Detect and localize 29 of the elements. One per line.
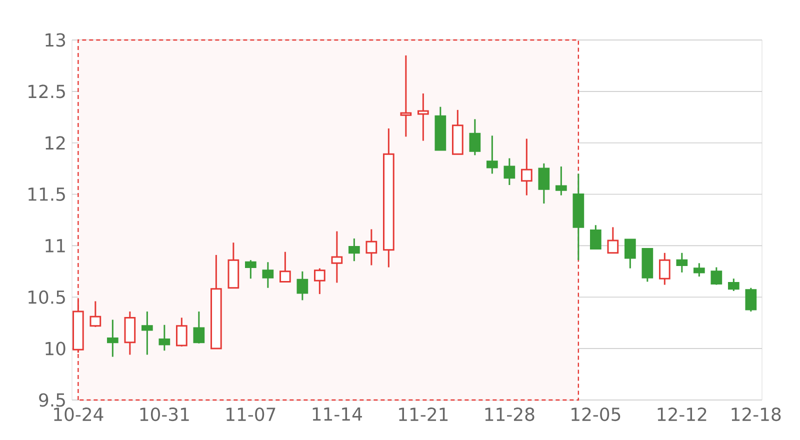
y-tick-label: 10 [46, 342, 66, 356]
x-tick-label: 11-21 [399, 408, 448, 421]
candlestick [572, 172, 584, 261]
candlestick [400, 54, 412, 138]
x-tick-label: 11-14 [312, 408, 362, 421]
y-tick-label: 9.5 [39, 393, 65, 407]
candlestick [262, 261, 274, 289]
y-tick-label: 10.5 [28, 290, 65, 304]
candlestick [417, 92, 429, 142]
y-tick-label: 12.5 [28, 84, 65, 98]
x-tick-label: 10-31 [140, 408, 189, 422]
x-tick-label: 12-12 [658, 408, 706, 421]
y-tick-label: 11 [46, 239, 65, 252]
candlestick [382, 128, 394, 268]
y-tick-label: 11.5 [28, 188, 65, 201]
x-tick-label: 12-05 [572, 408, 620, 422]
y-tick-label: 12 [46, 136, 65, 150]
candlestick [520, 138, 532, 196]
y-tick-label: 13 [46, 33, 66, 47]
candlestick [366, 228, 378, 266]
candlestick [348, 238, 360, 262]
candlestick [106, 319, 118, 358]
candlestick [331, 230, 343, 284]
x-tick-label: 11-07 [226, 408, 276, 422]
candlestick [141, 310, 153, 356]
x-tick-label: 10-24 [54, 408, 104, 422]
candlestick [676, 252, 688, 274]
x-tick-label: 12-18 [732, 408, 781, 422]
x-tick-label: 11-28 [485, 408, 534, 422]
